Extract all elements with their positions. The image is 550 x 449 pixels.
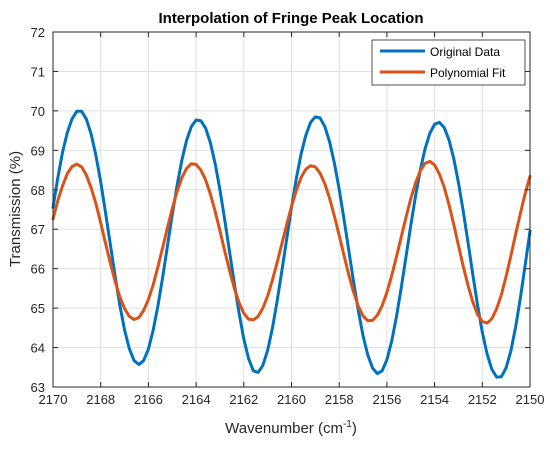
- x-axis-label-main: Wavenumber (cm: [225, 420, 343, 437]
- tick-marks: [52, 31, 531, 388]
- y-tick-label: 71: [31, 64, 45, 79]
- x-tick-label: 2150: [516, 392, 545, 407]
- x-tick-label: 2158: [325, 392, 354, 407]
- y-tick-label: 64: [31, 341, 45, 356]
- series-line-polynomial-fit: [51, 159, 532, 325]
- chart-title: Interpolation of Fringe Peak Location: [158, 10, 423, 27]
- y-tick-labels: 63 64 65 66 67 68 69 70 71 72: [31, 25, 45, 395]
- y-tick-label: 67: [31, 222, 45, 237]
- x-axis-label-superscript: -1: [343, 419, 352, 430]
- legend-box: [371, 39, 526, 86]
- legend-label-polynomial-fit: Polynomial Fit: [430, 66, 506, 80]
- x-tick-labels: 2170 2168 2166 2164 2162 2160 2158 2156 2154 2152…: [39, 392, 545, 407]
- legend-label-original-data: Original Data: [430, 45, 500, 59]
- y-tick-label: 63: [31, 380, 45, 395]
- x-tick-label: 2168: [86, 392, 115, 407]
- x-tick-label: 2160: [277, 392, 306, 407]
- x-axis-label: Wavenumber (cm-1): [225, 419, 357, 437]
- x-tick-label: 2156: [372, 392, 401, 407]
- x-tick-label: 2154: [420, 392, 449, 407]
- y-tick-label: 68: [31, 183, 45, 198]
- x-tick-label: 2164: [182, 392, 211, 407]
- y-tick-label: 66: [31, 262, 45, 277]
- x-tick-label: 2166: [134, 392, 163, 407]
- legend: Original Data Polynomial Fit: [371, 39, 526, 86]
- y-tick-label: 69: [31, 143, 45, 158]
- y-tick-label: 72: [31, 25, 45, 40]
- y-axis-label: Transmission (%): [7, 151, 24, 267]
- x-tick-label: 2170: [39, 392, 68, 407]
- x-tick-label: 2152: [468, 392, 497, 407]
- y-tick-label: 65: [31, 301, 45, 316]
- y-tick-label: 70: [31, 104, 45, 119]
- series-lines: [51, 109, 532, 379]
- x-tick-label: 2162: [229, 392, 258, 407]
- x-axis-label-close: ): [352, 420, 357, 437]
